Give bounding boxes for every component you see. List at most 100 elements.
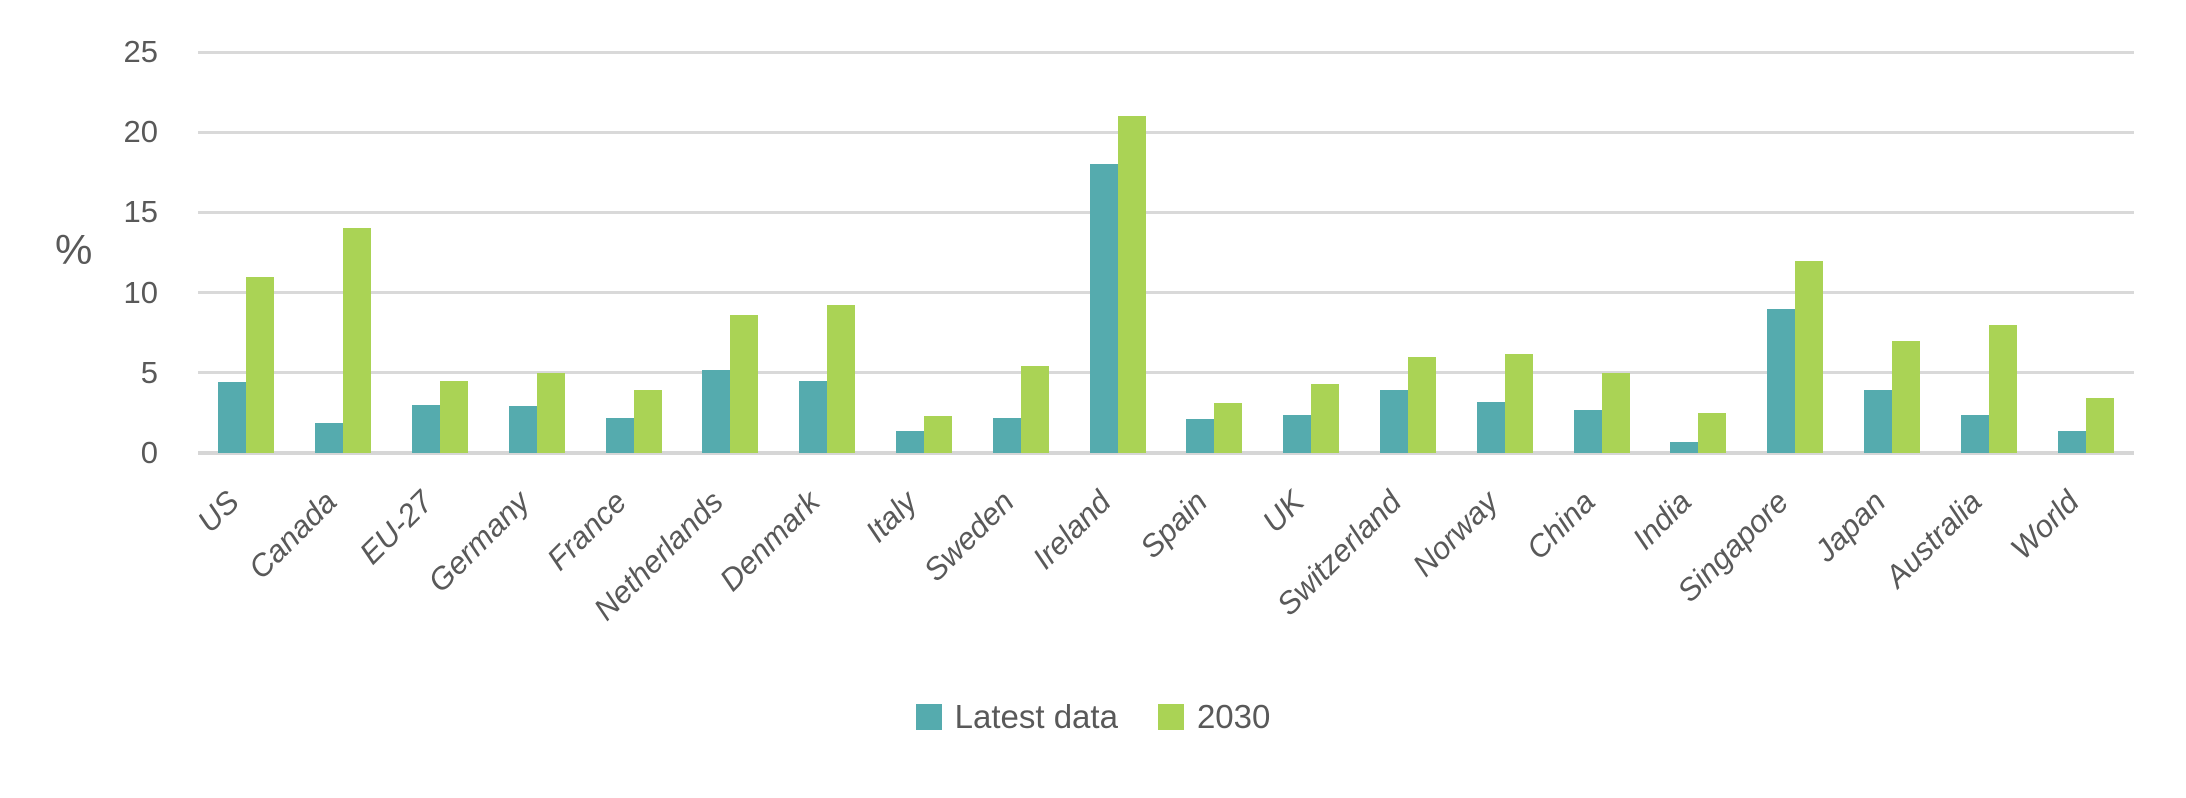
- y-tick-label-0: 0: [140, 435, 158, 470]
- bar-latest-data-ireland: [1089, 164, 1118, 453]
- plot-area: [198, 50, 2134, 455]
- x-label-china: China: [1519, 484, 1602, 567]
- gridline-y-20: [198, 130, 2134, 134]
- gridline-y-15: [198, 210, 2134, 214]
- bar-latest-data-uk: [1283, 414, 1312, 453]
- x-label-japan: Japan: [1807, 484, 1892, 569]
- bar-latest-data-eu-27: [411, 404, 440, 453]
- x-label-eu-27: EU-27: [352, 484, 440, 571]
- bar-group-switzerland: [1360, 52, 1457, 453]
- gridline-y-10: [198, 291, 2134, 295]
- x-label-australia: Australia: [1878, 484, 1989, 595]
- bar-latest-data-spain: [1186, 419, 1215, 453]
- bar-group-spain: [1166, 52, 1263, 453]
- bar-2030-india: [1698, 412, 1727, 453]
- bar-latest-data-china: [1573, 409, 1602, 453]
- y-axis-label: %: [55, 226, 93, 273]
- bar-2030-us: [246, 276, 275, 453]
- bar-2030-netherlands: [730, 315, 759, 453]
- bar-latest-data-india: [1670, 441, 1699, 453]
- bar-latest-data-sweden: [992, 417, 1021, 453]
- bar-group-us: [198, 52, 295, 453]
- bar-2030-spain: [1214, 403, 1243, 453]
- bar-group-canada: [295, 52, 392, 453]
- bar-groups: [198, 52, 2134, 453]
- bar-2030-japan: [1891, 340, 1920, 453]
- bar-latest-data-world: [2057, 430, 2086, 453]
- bar-2030-italy: [923, 416, 952, 453]
- bar-latest-data-norway: [1476, 401, 1505, 453]
- bar-2030-norway: [1504, 353, 1533, 453]
- bar-group-uk: [1263, 52, 1360, 453]
- y-tick-label-25: 25: [123, 34, 158, 69]
- bar-latest-data-denmark: [799, 380, 828, 453]
- y-tick-label-10: 10: [123, 274, 158, 310]
- x-label-ireland: Ireland: [1025, 484, 1118, 576]
- bar-latest-data-italy: [895, 430, 924, 453]
- legend-item-latest-data: Latest data: [915, 698, 1118, 735]
- bar-group-eu-27: [392, 52, 489, 453]
- bar-2030-world: [2085, 398, 2114, 453]
- bar-group-india: [1650, 52, 1747, 453]
- bar-group-australia: [1940, 52, 2037, 453]
- bar-group-denmark: [779, 52, 876, 453]
- bar-latest-data-singapore: [1767, 308, 1796, 453]
- y-tick-label-5: 5: [140, 354, 158, 390]
- x-label-denmark: Denmark: [713, 484, 827, 598]
- bar-group-ireland: [1069, 52, 1166, 453]
- bar-2030-denmark: [827, 305, 856, 453]
- bar-latest-data-germany: [508, 406, 537, 453]
- x-label-norway: Norway: [1405, 484, 1505, 584]
- bar-2030-france: [633, 390, 662, 453]
- gridline-y-25: [198, 50, 2134, 54]
- bar-group-netherlands: [682, 52, 779, 453]
- bar-2030-germany: [536, 372, 565, 453]
- legend-swatch-2030: [1157, 703, 1184, 730]
- y-tick-label-20: 20: [123, 114, 158, 150]
- bar-2030-sweden: [1020, 366, 1049, 453]
- y-tick-label-15: 15: [123, 194, 158, 230]
- x-label-sweden: Sweden: [916, 484, 1021, 588]
- bar-2030-china: [1601, 372, 1630, 453]
- x-label-canada: Canada: [241, 484, 343, 586]
- legend-label-latest-data: Latest data: [954, 698, 1118, 735]
- bar-latest-data-japan: [1863, 390, 1892, 453]
- bar-group-world: [2037, 52, 2134, 453]
- bar-latest-data-france: [605, 417, 634, 453]
- gridline-y-5: [198, 371, 2134, 375]
- x-label-spain: Spain: [1133, 484, 1215, 565]
- bar-group-sweden: [972, 52, 1069, 453]
- y-axis-tick-labels: 0 5 10 15 20 25: [0, 36, 158, 468]
- x-axis-category-labels: US Canada EU-27 Germany France Netherlands Den…: [191, 456, 2134, 676]
- bar-2030-canada: [343, 228, 372, 453]
- x-label-us: US: [190, 484, 247, 540]
- bar-latest-data-australia: [1960, 414, 1989, 453]
- bar-latest-data-canada: [315, 422, 344, 453]
- bar-2030-australia: [1988, 324, 2017, 453]
- x-label-india: India: [1625, 484, 1699, 557]
- bar-latest-data-us: [218, 382, 247, 453]
- x-label-uk: UK: [1255, 484, 1311, 540]
- bar-2030-eu-27: [439, 380, 468, 453]
- legend-label-2030: 2030: [1196, 698, 1271, 735]
- bar-group-japan: [1844, 52, 1941, 453]
- x-label-germany: Germany: [421, 484, 537, 599]
- bar-2030-singapore: [1795, 260, 1824, 453]
- bar-group-italy: [876, 52, 973, 453]
- legend-item-2030: 2030: [1157, 698, 1271, 735]
- bar-latest-data-netherlands: [702, 369, 731, 453]
- x-label-france: France: [540, 484, 634, 577]
- bar-group-norway: [1456, 52, 1553, 453]
- bar-2030-ireland: [1117, 116, 1146, 453]
- legend-swatch-latest-data: [915, 703, 942, 730]
- legend: Latest data 2030: [0, 700, 2186, 733]
- bar-2030-uk: [1311, 384, 1340, 453]
- bar-group-france: [585, 52, 682, 453]
- x-label-world: World: [2003, 484, 2086, 566]
- x-label-italy: Italy: [858, 484, 924, 549]
- bar-group-singapore: [1747, 52, 1844, 453]
- bar-group-china: [1553, 52, 1650, 453]
- bar-group-germany: [488, 52, 585, 453]
- bar-2030-switzerland: [1407, 356, 1436, 453]
